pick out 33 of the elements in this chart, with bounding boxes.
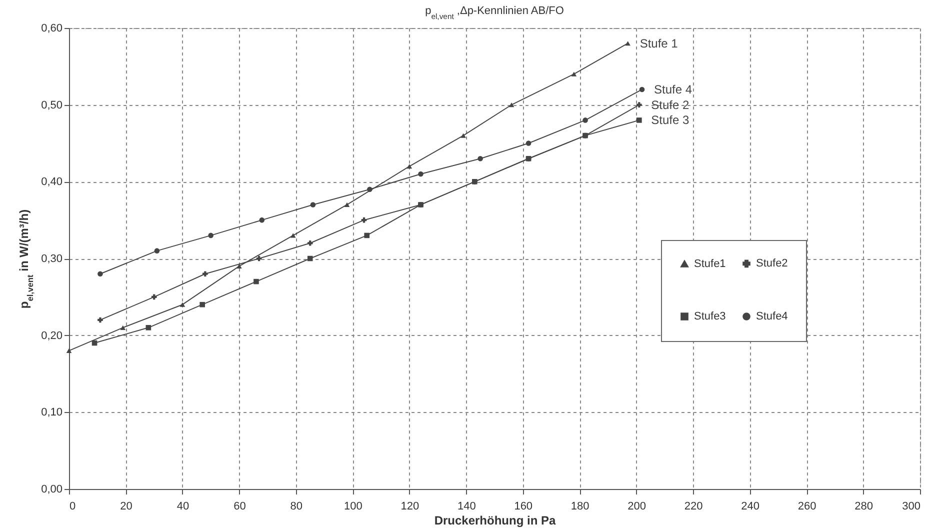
x-tick-label: 240	[741, 500, 760, 512]
x-axis-title: Druckerhöhung in Pa	[434, 514, 556, 528]
x-tick-label: 120	[400, 500, 420, 512]
x-tick-label: 220	[684, 500, 703, 512]
y-tick-label: 0,20	[41, 330, 62, 342]
x-tick-label: 40	[176, 500, 190, 512]
annotation: Stufe 3	[651, 113, 690, 128]
y-tick-label: 0,00	[41, 484, 62, 496]
y-tick-label: 0,10	[41, 406, 62, 419]
x-tick-label: 80	[290, 500, 303, 512]
x-tick-label: 60	[234, 500, 246, 512]
y-tick-label: 0,50	[41, 99, 62, 112]
x-tick-label: 200	[628, 500, 646, 512]
y-tick-label: 0,60	[41, 22, 62, 34]
x-tick-label: 160	[514, 500, 533, 512]
x-tick-label: 140	[457, 500, 476, 512]
x-tick-label: 260	[798, 500, 816, 512]
legend-label: Stufe2	[756, 258, 788, 270]
x-tick-label: 20	[120, 500, 132, 512]
x-tick-label: 100	[344, 500, 362, 512]
x-tick-label: 280	[854, 500, 873, 512]
x-tick-label: 0	[70, 500, 76, 512]
y-tick-label: 0,30	[41, 253, 62, 265]
x-tick-label: 180	[570, 500, 590, 512]
chart-title: p$_{el,vent}$ ,Δp-Kennlinien AB/FO	[425, 5, 564, 20]
legend-label: Stufe4	[756, 310, 788, 322]
legend-label: Stufe1	[694, 258, 726, 270]
annotation: Stufe 2	[651, 98, 690, 112]
legend-label: Stufe3	[694, 310, 726, 322]
annotation: Stufe 1	[640, 36, 678, 50]
annotation: Stufe 4	[654, 82, 692, 96]
y-tick-label: 0,40	[41, 176, 62, 188]
x-tick-label: 300	[902, 500, 920, 512]
